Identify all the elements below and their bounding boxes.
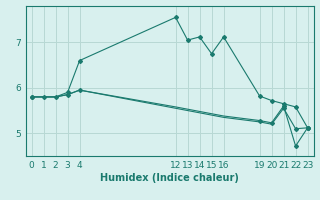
X-axis label: Humidex (Indice chaleur): Humidex (Indice chaleur) — [100, 173, 239, 183]
